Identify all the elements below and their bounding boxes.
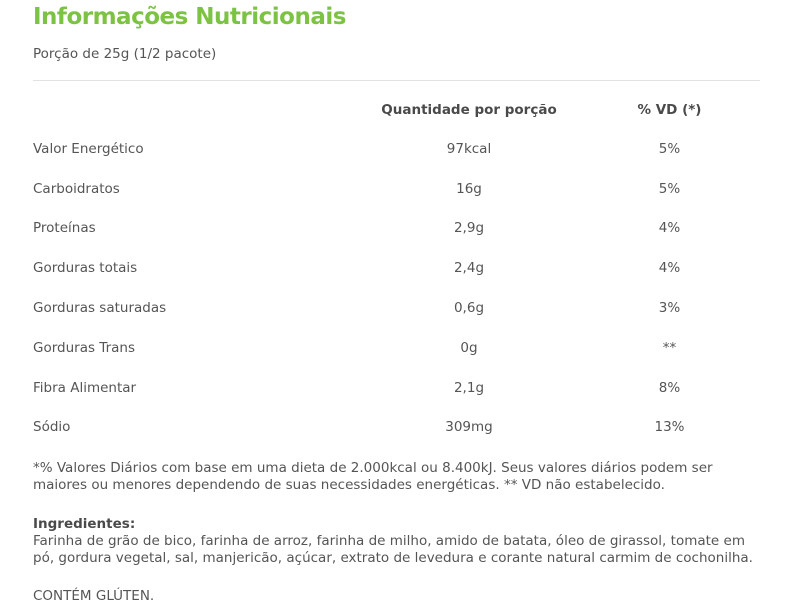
table-row: Gorduras saturadas 0,6g 3% (33, 288, 760, 328)
ingredients-section: Ingredientes: Farinha de grão de bico, f… (33, 516, 758, 567)
gluten-warning: CONTÉM GLÚTEN. (33, 588, 155, 604)
nutrient-daily-value: 8% (658, 379, 681, 396)
divider (33, 80, 760, 81)
table-row: Proteínas 2,9g 4% (33, 209, 760, 249)
table-header: Quantidade por porção % VD (*) (33, 90, 760, 129)
nutrient-name: Fibra Alimentar (33, 379, 137, 396)
nutrient-quantity: 2,9g (453, 220, 485, 237)
nutrient-quantity: 97kcal (446, 140, 492, 157)
nutrient-name: Gorduras Trans (33, 339, 135, 356)
nutrient-name: Gorduras totais (33, 260, 138, 277)
table-row: Fibra Alimentar 2,1g 8% (33, 368, 760, 408)
page-title: Informações Nutricionais (33, 4, 346, 30)
nutrient-daily-value: 13% (654, 419, 685, 436)
nutrient-quantity: 0,6g (453, 300, 485, 317)
nutrient-name: Carboidratos (33, 180, 120, 197)
ingredients-text: Farinha de grão de bico, farinha de arro… (33, 533, 753, 566)
nutrient-quantity: 2,4g (453, 260, 485, 277)
portion-size: Porção de 25g (1/2 pacote) (33, 46, 217, 62)
table-row: Carboidratos 16g 5% (33, 169, 760, 209)
nutrient-name: Gorduras saturadas (33, 300, 167, 317)
nutrient-daily-value: 5% (658, 140, 681, 157)
nutrient-quantity: 2,1g (453, 379, 485, 396)
nutrient-quantity: 0g (460, 339, 478, 356)
table-row: Gorduras Trans 0g ** (33, 328, 760, 368)
ingredients-label: Ingredientes: (33, 516, 136, 532)
table-row: Valor Energético 97kcal 5% (33, 129, 760, 169)
nutrient-quantity: 16g (456, 180, 482, 197)
nutrient-name: Sódio (33, 419, 71, 436)
header-quantity: Quantidade por porção (381, 101, 557, 118)
nutrient-daily-value: ** (662, 339, 677, 356)
nutrient-quantity: 309mg (445, 419, 493, 436)
table-row: Sódio 309mg 13% (33, 408, 760, 448)
header-daily-value: % VD (*) (637, 101, 702, 118)
nutrient-daily-value: 3% (658, 300, 681, 317)
nutrition-table: Quantidade por porção % VD (*) Valor Ene… (33, 90, 760, 447)
nutrient-daily-value: 5% (658, 180, 681, 197)
table-row: Gorduras totais 2,4g 4% (33, 248, 760, 288)
nutrient-daily-value: 4% (658, 220, 681, 237)
nutrient-daily-value: 4% (658, 260, 681, 277)
nutrient-name: Proteínas (33, 220, 96, 237)
daily-values-footnote: *% Valores Diários com base em uma dieta… (33, 460, 713, 493)
nutrient-name: Valor Energético (33, 140, 144, 157)
